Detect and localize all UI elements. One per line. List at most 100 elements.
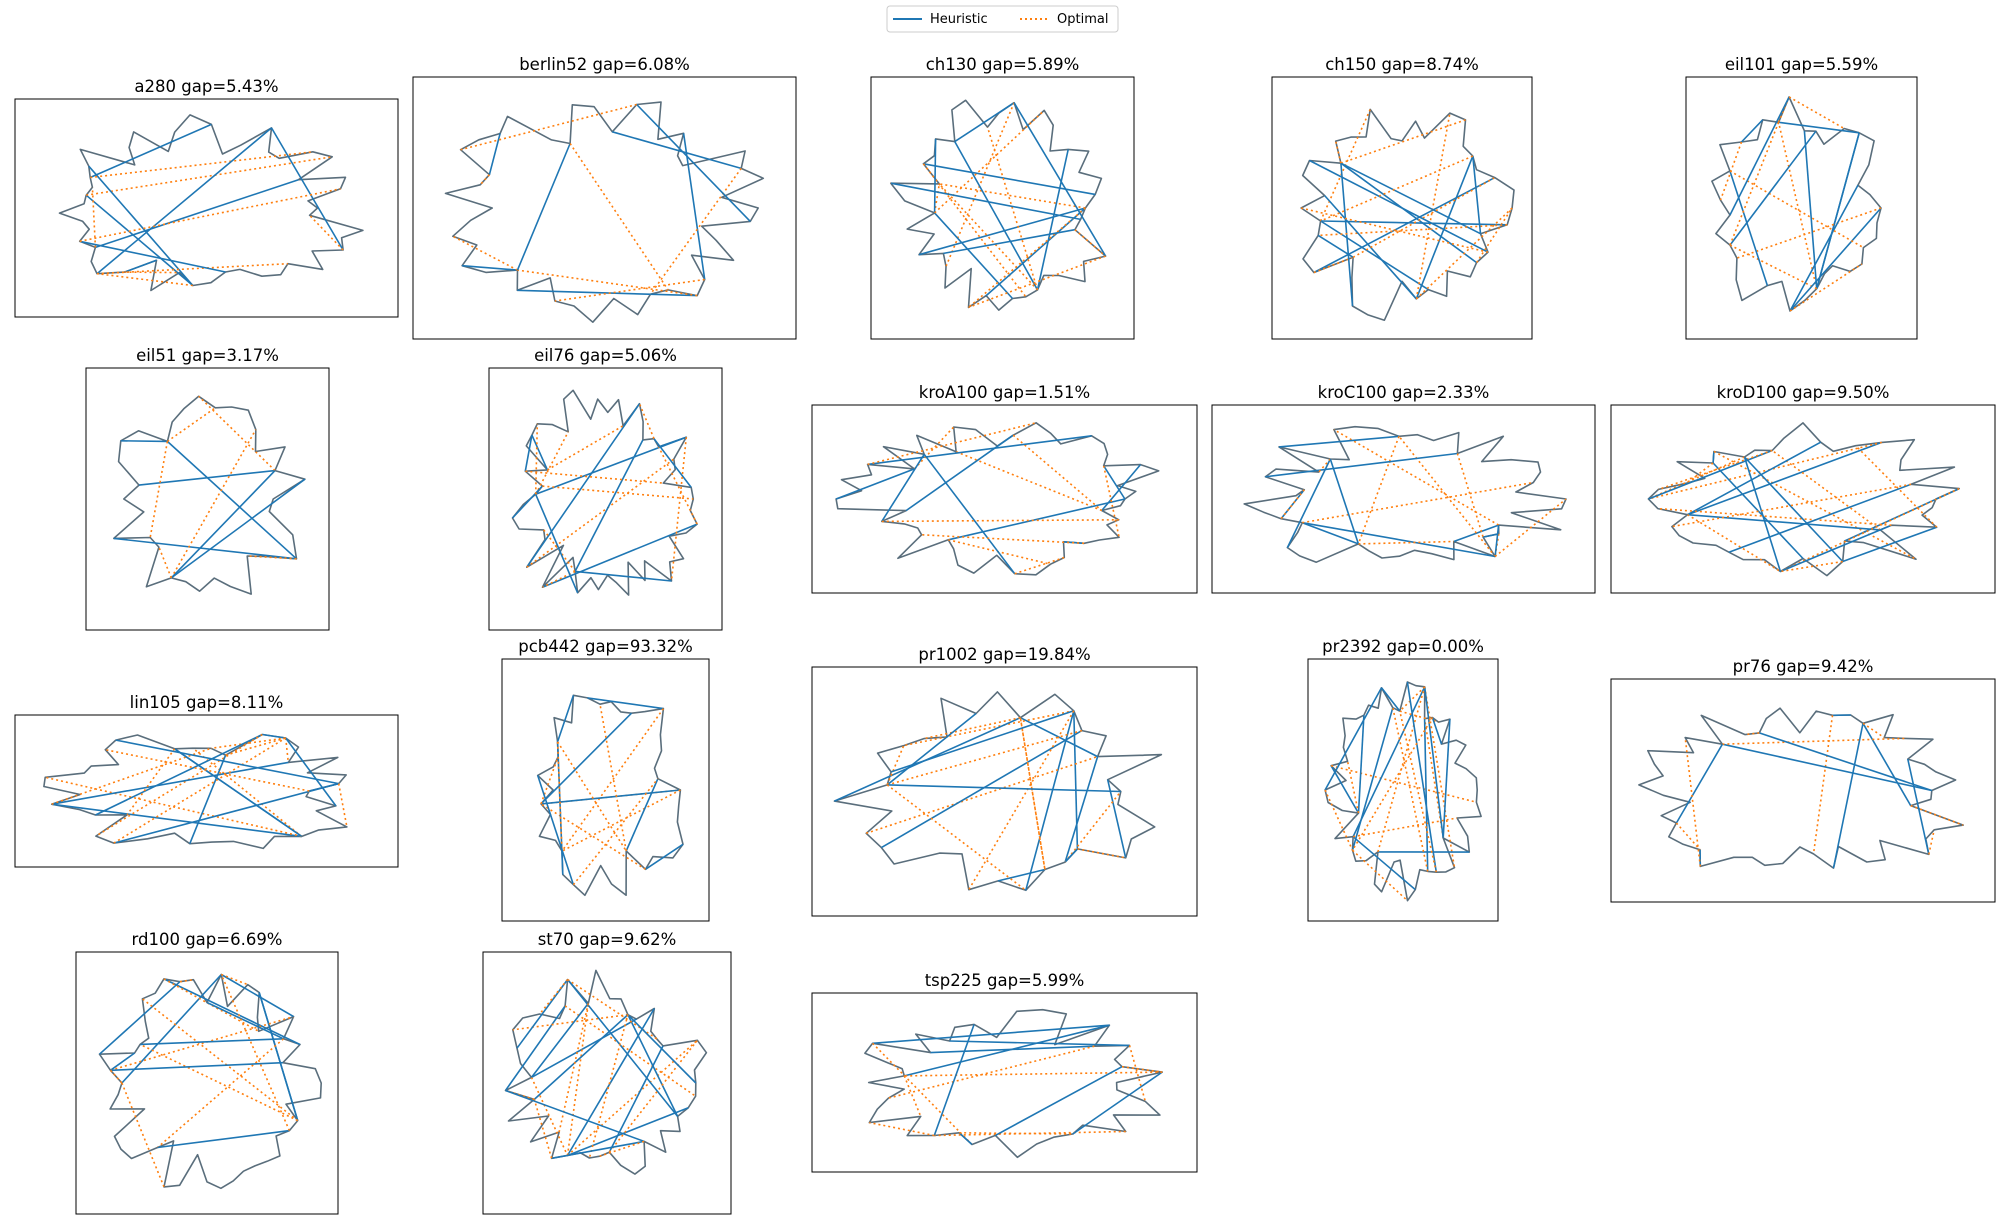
optimal-edge xyxy=(139,1043,299,1122)
panel-title: eil76 gap=5.06% xyxy=(534,346,677,365)
heuristic-edge xyxy=(625,778,659,852)
heuristic-edge xyxy=(1789,207,1882,312)
optimal-edge xyxy=(554,278,705,302)
panel-title: st70 gap=9.62% xyxy=(538,930,677,949)
optimal-edge xyxy=(126,748,176,816)
heuristic-edge xyxy=(948,498,1126,541)
optimal-edge xyxy=(220,974,291,1131)
heuristic-edge xyxy=(943,228,1076,255)
optimal-edge xyxy=(1358,540,1454,545)
optimal-edge xyxy=(526,458,675,568)
optimal-edge xyxy=(968,710,1075,891)
heuristic-edge xyxy=(88,165,194,287)
optimal-edge xyxy=(124,271,180,274)
heuristic-edge xyxy=(566,978,679,1117)
heuristic-edge xyxy=(1780,524,1892,573)
heuristic-edge xyxy=(872,1024,1110,1045)
optimal-edge xyxy=(534,423,539,495)
heuristic-edge xyxy=(636,103,751,222)
heuristic-edge xyxy=(531,1018,637,1079)
panel-frame xyxy=(1610,404,1996,594)
panel-pr1002: pr1002 gap=19.84% xyxy=(811,645,1198,917)
optimal-edge xyxy=(1398,435,1496,557)
heuristic-edge xyxy=(923,163,1096,196)
panel-kroA100: kroA100 gap=1.51% xyxy=(811,383,1198,594)
heuristic-edge xyxy=(923,453,1016,575)
panel-title: tsp225 gap=5.99% xyxy=(925,971,1085,990)
legend-optimal-label: Optimal xyxy=(1057,12,1108,27)
legend-frame xyxy=(886,5,1119,33)
shared-tour-path xyxy=(444,101,765,324)
optimal-edge xyxy=(1392,707,1429,872)
heuristic-edge xyxy=(530,1002,589,1078)
panel-frame xyxy=(412,76,797,340)
heuristic-edge xyxy=(1842,526,1937,563)
panel-frame xyxy=(75,951,339,1215)
optimal-edge xyxy=(452,235,518,271)
optimal-edge xyxy=(51,747,212,805)
heuristic-edge xyxy=(556,695,575,743)
optimal-edge xyxy=(608,1039,699,1153)
heuristic-edge xyxy=(120,440,168,443)
heuristic-edge xyxy=(157,1129,290,1149)
optimal-edge xyxy=(163,978,260,1033)
optimal-edge xyxy=(1789,263,1863,312)
heuristic-edge xyxy=(1309,159,1489,253)
heuristic-edge xyxy=(113,782,339,844)
panel-pr2392: pr2392 gap=0.00% xyxy=(1307,637,1499,922)
heuristic-edge xyxy=(121,973,222,1084)
optimal-edge xyxy=(1729,170,1864,249)
panel-frame xyxy=(811,992,1198,1173)
optimal-edge xyxy=(1313,256,1354,274)
optimal-edge xyxy=(1340,119,1466,164)
panel-title: kroC100 gap=2.33% xyxy=(1318,383,1490,402)
optimal-edge xyxy=(1713,450,1917,560)
optimal-edge xyxy=(1300,207,1489,253)
heuristic-edge xyxy=(1317,234,1354,258)
legend: Heuristic Optimal xyxy=(886,5,1119,33)
shared-tour-path xyxy=(1711,96,1882,312)
heuristic-edge xyxy=(1743,456,1782,572)
heuristic-edge xyxy=(890,710,1075,773)
optimal-edge xyxy=(1910,804,1964,826)
optimal-edge xyxy=(1675,822,1701,851)
optimal-edge xyxy=(1648,441,1882,500)
heuristic-edge xyxy=(542,523,698,588)
heuristic-edge xyxy=(258,992,299,1121)
heuristic-edge xyxy=(566,1008,655,1156)
panel-frame xyxy=(14,714,399,868)
panel-eil101: eil101 gap=5.59% xyxy=(1685,55,1918,340)
heuristic-edge xyxy=(1406,681,1438,873)
heuristic-edge xyxy=(1687,441,1883,516)
optimal-edge xyxy=(1658,449,1773,491)
panel-frame xyxy=(1271,76,1533,340)
optimal-edge xyxy=(166,407,216,443)
heuristic-edge xyxy=(1072,1071,1163,1135)
optimal-edge xyxy=(1334,140,1342,164)
optimal-edge xyxy=(1399,710,1439,723)
panel-pcb442: pcb442 gap=93.32% xyxy=(501,637,710,922)
heuristic-edge xyxy=(1472,156,1482,234)
optimal-edge xyxy=(1928,829,1935,855)
heuristic-edge xyxy=(612,131,742,170)
optimal-edge xyxy=(923,716,1021,740)
optimal-edge xyxy=(86,156,333,196)
optimal-edge xyxy=(1333,428,1500,526)
heuristic-edge xyxy=(1453,524,1499,543)
optimal-edge xyxy=(1771,449,1881,531)
panel-frame xyxy=(488,367,723,631)
heuristic-edge xyxy=(95,178,299,249)
optimal-edge xyxy=(96,262,288,275)
optimal-edge xyxy=(1671,483,1912,528)
heuristic-edge xyxy=(608,1045,664,1153)
heuristic-edge xyxy=(1302,521,1359,545)
heuristic-edge xyxy=(1687,513,1881,531)
panel-pr76: pr76 gap=9.42% xyxy=(1610,657,1996,903)
panel-title: berlin52 gap=6.08% xyxy=(519,55,690,74)
heuristic-edge xyxy=(1743,456,1844,563)
panel-eil51: eil51 gap=3.17% xyxy=(85,346,330,631)
heuristic-edge xyxy=(1064,756,1099,863)
optimal-edge xyxy=(1280,489,1305,520)
optimal-edge xyxy=(1475,207,1513,264)
